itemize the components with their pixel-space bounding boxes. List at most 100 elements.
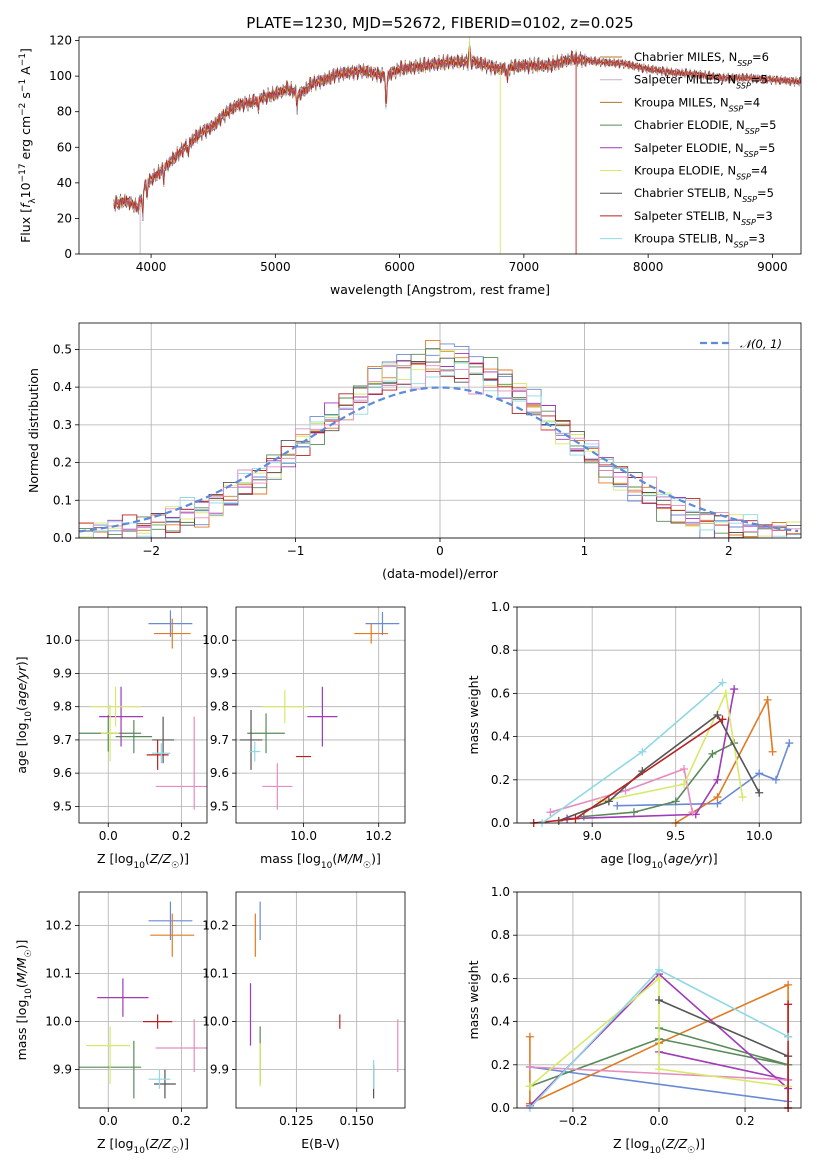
- weight-marker: [713, 711, 722, 719]
- y-tick-label: 0.2: [491, 1058, 510, 1072]
- x-tick-label: 7000: [509, 260, 540, 274]
- y-tick-label: 9.9: [210, 666, 229, 680]
- weight-marker: [738, 793, 747, 802]
- x-tick-label: 0.0: [99, 829, 118, 843]
- x-tick-label: 2: [725, 544, 733, 558]
- x-tick-label: −1: [287, 544, 305, 558]
- y-tick-label: 80: [57, 105, 72, 119]
- errorbar-point: [307, 686, 338, 747]
- x-tick-label: 6000: [384, 260, 415, 274]
- histogram-series: [79, 352, 801, 538]
- weight-marker: [655, 996, 663, 1004]
- x-tick-label: −2: [142, 544, 160, 558]
- errorbar-point: [146, 739, 169, 770]
- x-tick-label: 9.5: [666, 829, 685, 843]
- x-axis-label: (data-model)/error: [382, 566, 499, 581]
- y-tick-label: 0.0: [491, 1101, 510, 1115]
- weight-marker: [655, 974, 663, 983]
- weight-line: [529, 1066, 789, 1081]
- errorbar-point: [239, 710, 263, 770]
- y-tick-label: 20: [57, 211, 72, 225]
- legend-label: Chabrier STELIB, NSSP=5: [634, 186, 774, 204]
- weight-marker: [763, 695, 772, 704]
- y-tick-label: 10.1: [202, 967, 229, 981]
- errorbar-point: [89, 686, 142, 727]
- weight-marker: [785, 739, 794, 748]
- y-tick-label: 0: [64, 247, 72, 261]
- plot-layer: 4000 5000 6000 7000 8000 9000020406080100120w…: [14, 34, 802, 1156]
- y-tick-label: 0.5: [53, 342, 72, 356]
- axis-label: age [log10(age/yr)]: [14, 656, 34, 773]
- axis-label: E(B-V): [301, 1136, 340, 1151]
- y-tick-label: 120: [49, 34, 72, 48]
- gaussian-curve: [79, 386, 799, 533]
- y-tick-label: 9.5: [210, 799, 229, 813]
- weight-marker: [680, 780, 689, 789]
- x-tick-label: 0: [436, 544, 444, 558]
- y-tick-label: 9.6: [210, 766, 229, 780]
- x-tick-label: 10.0: [290, 829, 317, 843]
- errorbar-point: [100, 705, 120, 762]
- figure-title: PLATE=1230, MJD=52672, FIBERID=0102, z=0…: [246, 14, 633, 32]
- y-tick-label: 40: [57, 176, 72, 190]
- axes-weight_vs_Z: −0.2 0.0 0.2 0.0 0.2 0.4 0.6 0.8 1.0 Z [log10(Z/Z…: [466, 885, 801, 1156]
- weight-line: [658, 1027, 789, 1066]
- errorbar-points: [249, 901, 399, 1099]
- weight-series: [529, 678, 794, 827]
- weight-marker: [621, 786, 630, 795]
- y-tick-label: 0.4: [491, 730, 510, 744]
- y-tick-label: 1.0: [491, 600, 510, 614]
- x-tick-label: 8000: [633, 260, 664, 274]
- weight-line: [567, 688, 735, 820]
- axes-frame: [516, 606, 802, 824]
- y-tick-label: 0.4: [491, 1015, 510, 1029]
- axis-label: age [log10(age/yr)]: [600, 851, 717, 871]
- errorbar-point: [150, 913, 195, 957]
- weight-marker: [784, 980, 793, 989]
- weight-line: [617, 742, 791, 807]
- weight-marker: [718, 678, 727, 687]
- y-tick-label: 10.0: [202, 633, 229, 647]
- histogram-series: [79, 365, 801, 538]
- axes-weight_vs_age: 9.0 9.5 10.0 0.0 0.2 0.4 0.6 0.8 1.0 age [log10(a…: [466, 600, 801, 871]
- axis-label: Z [log10(Z/Z☉)]: [613, 1136, 705, 1156]
- y-tick-label: 9.9: [210, 1063, 229, 1077]
- legend: Chabrier MILES, NSSP=6 Salpeter MILES, NS…: [600, 50, 776, 249]
- weight-marker: [784, 1032, 793, 1041]
- y-tick-label: 0.0: [53, 531, 72, 545]
- axis-label: Flux [fλ10−17 erg cm−2 s−1 A−1]: [18, 48, 38, 243]
- weight-line: [533, 718, 723, 824]
- axes-spectrum: 4000 5000 6000 7000 8000 9000 0 20 40 60 80 100 120 w…: [18, 34, 801, 297]
- errorbar-point: [143, 1014, 173, 1029]
- weight-marker: [571, 814, 580, 823]
- x-tick-label: 0.2: [736, 1114, 755, 1128]
- errorbar-point: [249, 741, 261, 762]
- weight-marker: [713, 793, 722, 802]
- y-tick-label: 9.8: [53, 700, 72, 714]
- weight-marker: [755, 769, 764, 778]
- errorbar-point: [354, 623, 389, 644]
- y-tick-label: 9.9: [53, 1063, 72, 1077]
- errorbar-point: [148, 1069, 171, 1089]
- x-tick-label: −0.2: [558, 1114, 587, 1128]
- weight-marker: [708, 749, 717, 758]
- spectrum-lines: [113, 37, 801, 254]
- axes-frame: [235, 606, 406, 824]
- legend-label: Chabrier MILES, NSSP=6: [634, 50, 769, 68]
- y-tick-label: 0.2: [491, 773, 510, 787]
- y-axis-label: Normed distribution: [26, 368, 41, 493]
- y-tick-label: 10.2: [45, 919, 72, 933]
- y-tick-label: 10.1: [45, 967, 72, 981]
- legend-label: Kroupa STELIB, NSSP=3: [634, 232, 765, 250]
- weight-line: [529, 1066, 789, 1103]
- weight-line: [600, 690, 744, 803]
- axes-residuals: −2 −1 0 1 2 0.0 0.1 0.2 0.3 0.4 0.5 (data-model)/er…: [26, 323, 801, 581]
- axes-mass_vs_EBV: 0.125 0.150 9.9 10.0 10.1 10.2 E(B-V): [202, 892, 405, 1151]
- x-tick-label: 4000: [136, 260, 167, 274]
- legend-label: Salpeter MILES, NSSP=5: [634, 73, 768, 91]
- weight-line: [675, 697, 774, 824]
- x-tick-label: 10.2: [365, 829, 392, 843]
- y-axis-label: mass weight: [466, 960, 481, 1039]
- weight-marker: [688, 808, 697, 817]
